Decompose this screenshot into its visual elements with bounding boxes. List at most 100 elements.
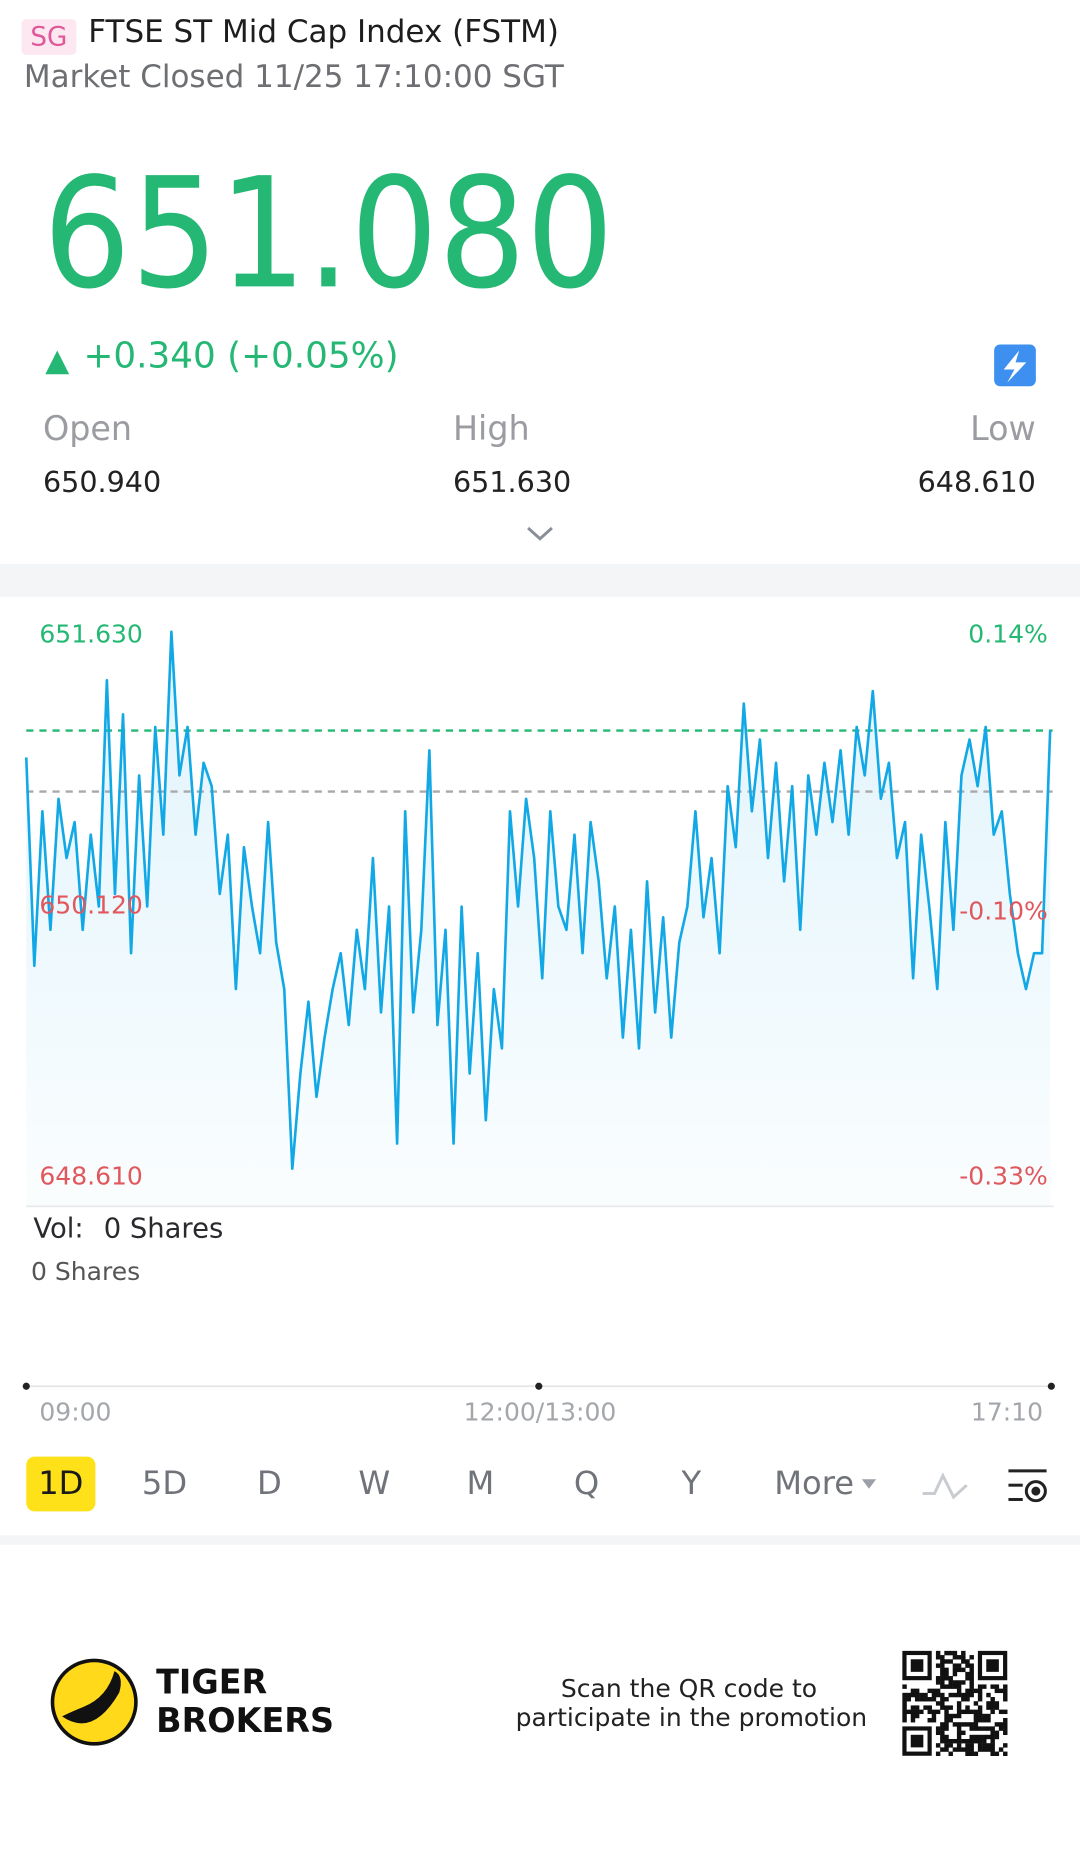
qr-module: [969, 1655, 974, 1660]
qr-module: [973, 1722, 979, 1727]
qr-module: [969, 1688, 974, 1694]
qr-module: [965, 1722, 970, 1727]
qr-module: [990, 1734, 995, 1740]
qr-module: [973, 1718, 979, 1723]
brand-line: TIGER: [156, 1663, 267, 1702]
qr-module: [927, 1709, 932, 1715]
qr-module: [990, 1747, 995, 1752]
qr-module: [952, 1738, 958, 1744]
period-tab[interactable]: 1D: [38, 1464, 83, 1502]
qr-module: [910, 1709, 916, 1715]
period-tab[interactable]: Y: [681, 1464, 702, 1502]
qr-module: [956, 1747, 962, 1752]
qr-module: [948, 1713, 953, 1719]
qr-module: [990, 1705, 995, 1710]
qr-module: [969, 1663, 974, 1668]
x-tick-label: 17:10: [971, 1398, 1043, 1427]
qr-module: [940, 1692, 945, 1698]
qr-module: [948, 1680, 953, 1685]
qr-module: [961, 1722, 966, 1727]
indicator-icon[interactable]: [922, 1472, 968, 1500]
qr-module: [956, 1722, 962, 1727]
price-line: [24, 630, 1052, 1171]
qr-module: [940, 1671, 945, 1677]
qr-module: [906, 1692, 911, 1698]
qr-module: [935, 1650, 941, 1656]
qr-module: [969, 1692, 974, 1698]
qr-module: [927, 1718, 932, 1723]
qr-module: [982, 1726, 987, 1731]
qr-module: [961, 1709, 966, 1715]
period-tab[interactable]: W: [358, 1464, 390, 1502]
qr-module: [944, 1738, 949, 1744]
qr-module: [973, 1726, 979, 1731]
qr-module: [965, 1751, 970, 1757]
qr-module: [940, 1705, 945, 1710]
qr-module: [902, 1709, 907, 1715]
qr-module: [961, 1667, 966, 1673]
qr-module: [902, 1692, 907, 1698]
qr-module: [973, 1734, 979, 1740]
qr-module: [973, 1688, 979, 1694]
qr-module: [990, 1730, 995, 1736]
qr-module: [952, 1747, 958, 1752]
tiger-logo-tail: [62, 1671, 121, 1724]
qr-module: [910, 1688, 916, 1694]
stat-label: High: [453, 409, 530, 448]
qr-module: [990, 1738, 995, 1744]
qr-module: [969, 1747, 974, 1752]
qr-module: [994, 1751, 1000, 1757]
qr-module: [902, 1684, 907, 1689]
qr-module: [965, 1659, 970, 1664]
settings-icon[interactable]: [1008, 1469, 1047, 1503]
period-tab[interactable]: D: [257, 1464, 282, 1502]
qr-module: [940, 1722, 945, 1727]
period-tab[interactable]: M: [467, 1464, 495, 1502]
qr-module: [927, 1697, 932, 1702]
qr-module: [944, 1743, 949, 1748]
qr-module: [994, 1684, 1000, 1689]
brand-line: BROKERS: [156, 1701, 334, 1740]
qr-module: [956, 1713, 962, 1719]
qr-module: [986, 1692, 991, 1698]
qr-module: [982, 1734, 987, 1740]
y-tick-label: 650.120: [39, 890, 142, 919]
qr-module: [944, 1659, 949, 1664]
qr-module: [973, 1713, 979, 1719]
time-dot: [1047, 1382, 1055, 1390]
qr-module: [931, 1697, 937, 1702]
qr-module: [982, 1747, 987, 1752]
qr-code[interactable]: [902, 1650, 1008, 1757]
qr-module: [977, 1738, 983, 1744]
qr-module: [1003, 1709, 1008, 1715]
qr-module: [940, 1747, 945, 1752]
volume-label: Vol:: [33, 1214, 83, 1245]
qr-module: [998, 1726, 1004, 1731]
y-tick-label: 648.610: [39, 1162, 142, 1191]
period-tab[interactable]: Q: [574, 1464, 599, 1502]
qr-module: [935, 1726, 941, 1731]
qr-module: [961, 1697, 966, 1702]
qr-module: [940, 1655, 945, 1660]
stat-value: 651.630: [453, 465, 571, 499]
qr-module: [952, 1663, 958, 1668]
qr-module: [990, 1709, 995, 1715]
qr-module: [914, 1713, 920, 1719]
expand-chevron[interactable]: [527, 526, 553, 541]
qr-module: [965, 1663, 970, 1668]
qr-module: [969, 1743, 974, 1748]
qr-module: [961, 1659, 966, 1664]
period-tab[interactable]: More: [774, 1464, 854, 1502]
qr-module: [952, 1671, 958, 1677]
qr-module: [944, 1650, 949, 1656]
qr-module: [969, 1676, 974, 1681]
qr-module: [998, 1747, 1004, 1752]
qr-module: [998, 1709, 1004, 1715]
y2-tick-label: 0.14%: [968, 619, 1047, 648]
period-tab[interactable]: 5D: [142, 1464, 187, 1502]
qr-module: [982, 1718, 987, 1723]
volume-axis: 0 Shares: [31, 1257, 140, 1286]
qr-module: [914, 1697, 920, 1702]
qr-module: [940, 1676, 945, 1681]
qr-finder: [986, 1659, 999, 1672]
